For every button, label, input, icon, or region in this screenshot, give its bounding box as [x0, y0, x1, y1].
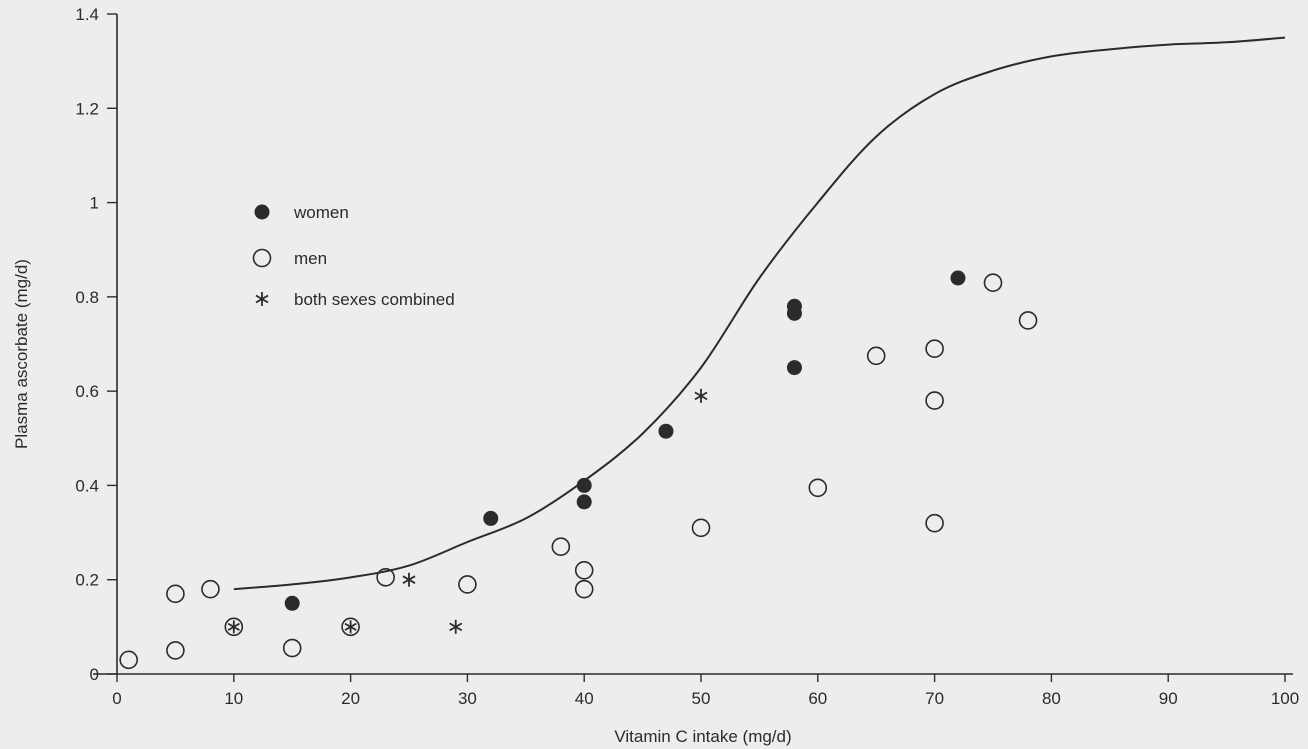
y-tick-label: 1.2 — [75, 99, 99, 118]
filled-circle-point — [786, 360, 802, 376]
filled-circle-point — [576, 494, 592, 510]
legend-marker — [254, 204, 270, 220]
asterisk-point — [449, 619, 463, 634]
open-circle-point — [808, 478, 828, 498]
y-tick-label: 0.6 — [75, 382, 99, 401]
x-tick-label: 30 — [458, 689, 477, 708]
open-circle-point — [983, 273, 1003, 293]
x-axis-ticks: 0 10 20 30 40 50 60 70 80 90 100 — [112, 674, 1299, 708]
fitted-curve — [233, 36, 1286, 591]
legend-item: men — [252, 248, 327, 268]
open-circle-point — [691, 518, 711, 538]
open-circle-point — [166, 641, 185, 660]
x-tick-label: 10 — [224, 689, 243, 708]
circled-asterisk-point — [341, 617, 360, 637]
x-tick-label: 0 — [112, 689, 121, 708]
open-circle-point — [1018, 311, 1038, 330]
open-circle-point — [119, 650, 138, 670]
legend-label: women — [293, 203, 349, 222]
data-points — [119, 270, 1038, 670]
open-circle-point — [166, 584, 185, 604]
x-tick-label: 80 — [1042, 689, 1061, 708]
open-circle-point — [925, 513, 944, 533]
y-tick-label: 0.2 — [75, 571, 99, 590]
filled-circle-point — [950, 270, 966, 286]
open-circle-point — [925, 339, 944, 359]
x-tick-label: 70 — [925, 689, 944, 708]
asterisk-point — [694, 388, 708, 403]
x-tick-label: 100 — [1271, 689, 1299, 708]
open-circle-point — [458, 575, 477, 594]
y-tick-label: 0.4 — [75, 476, 99, 495]
legend-label: men — [294, 249, 327, 268]
legend-label: both sexes combined — [294, 290, 455, 309]
legend: women men both sexes combined — [252, 203, 455, 309]
filled-circle-point — [658, 423, 674, 439]
open-circle-point — [866, 346, 886, 366]
y-axis-title: Plasma ascorbate (mg/d) — [12, 259, 31, 449]
open-circle-point — [925, 391, 944, 410]
x-tick-label: 50 — [692, 689, 711, 708]
x-tick-label: 40 — [575, 689, 594, 708]
open-circle-point — [376, 568, 395, 587]
open-circle-point — [574, 579, 594, 599]
legend-marker — [255, 292, 269, 306]
x-tick-label: 60 — [808, 689, 827, 708]
y-tick-label: 1.4 — [75, 5, 99, 24]
circled-asterisk-point — [224, 617, 244, 637]
open-circle-point — [282, 638, 302, 658]
filled-circle-point — [284, 595, 300, 611]
y-tick-label: 0 — [90, 665, 99, 684]
y-tick-label: 0.8 — [75, 288, 99, 307]
open-circle-point — [574, 560, 594, 580]
y-tick-label: 1 — [90, 194, 99, 213]
y-axis-ticks: 0 0.2 0.4 0.6 0.8 1 1.2 1.4 — [75, 5, 117, 684]
open-circle-point — [551, 537, 571, 557]
x-tick-label: 90 — [1159, 689, 1178, 708]
legend-marker — [252, 248, 272, 268]
legend-item: both sexes combined — [255, 290, 455, 309]
axes: 0 10 20 30 40 50 60 70 80 90 100 0 0.2 0.4 0.6 0.8 1 1.2… — [75, 5, 1299, 708]
x-axis-title: Vitamin C intake (mg/d) — [614, 727, 791, 746]
filled-circle-point — [786, 305, 802, 321]
open-circle-point — [201, 579, 220, 599]
x-tick-label: 20 — [341, 689, 360, 708]
asterisk-point — [402, 572, 416, 587]
filled-circle-point — [576, 477, 592, 493]
legend-item: women — [254, 203, 349, 222]
filled-circle-point — [483, 510, 499, 526]
